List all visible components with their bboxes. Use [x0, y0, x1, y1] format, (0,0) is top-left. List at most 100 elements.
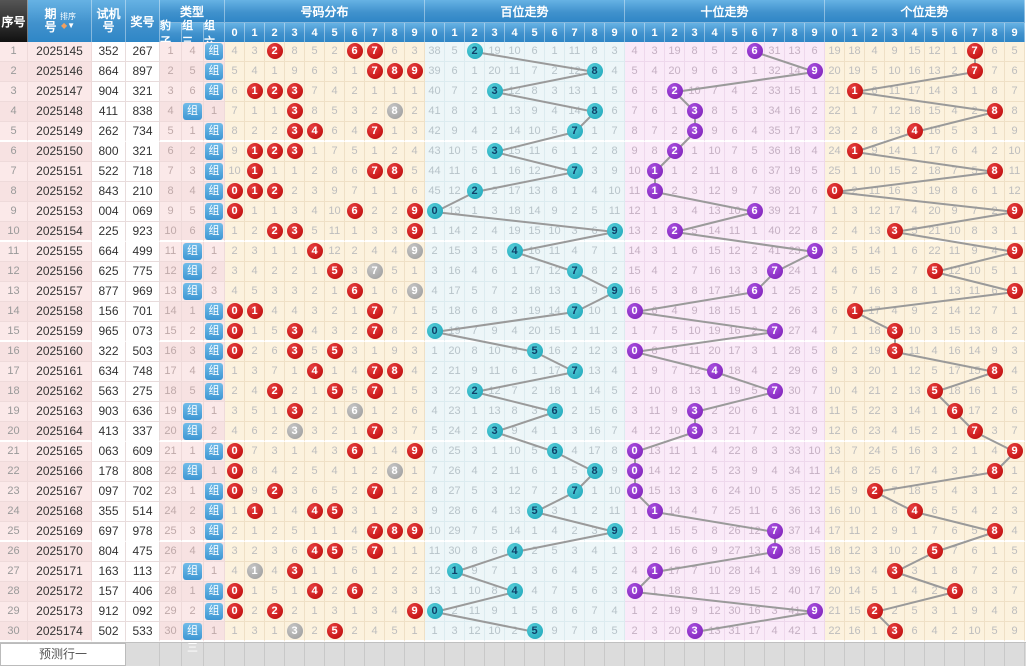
tens-trend-cell: 18: [725, 362, 745, 382]
period-cell: 2025148: [28, 102, 92, 122]
hundreds-trend-cell: 10: [545, 222, 565, 242]
hundreds-trend-cell: 3: [525, 402, 545, 422]
hundreds-trend-cell: 5: [505, 342, 525, 362]
tens-trend-cell: 1: [765, 562, 785, 582]
dist-cell: 3: [405, 342, 425, 362]
dist-cell: 5: [325, 482, 345, 502]
hundreds-trend-cell: 3: [485, 482, 505, 502]
win-number-cell: 073: [126, 322, 160, 342]
hundreds-trend-cell: 2: [545, 482, 565, 502]
units-trend-cell: 3: [845, 202, 865, 222]
tens-trend-cell: 7: [665, 362, 685, 382]
hundreds-trend-cell: 11: [605, 502, 625, 522]
zu3-cell: 6: [182, 82, 204, 102]
tens-trend-cell: 1: [745, 302, 765, 322]
test-number-cell: 563: [92, 382, 126, 402]
tens-trend-cell: 14: [785, 62, 805, 82]
units-trend-cell: 12: [965, 302, 985, 322]
baozi-miss-cell: 1: [160, 42, 182, 62]
number-circle-purple: 3: [686, 403, 703, 419]
number-circle-red: 8: [386, 163, 403, 179]
tens-trend-cell: 39: [785, 562, 805, 582]
units-trend-cell: 5: [1005, 542, 1025, 562]
tens-trend-cell: 1: [805, 262, 825, 282]
hundreds-trend-cell: 9: [605, 282, 625, 302]
number-circle-purple: 7: [766, 383, 783, 399]
units-trend-cell: 21: [825, 82, 845, 102]
tens-trend-cell: 4: [645, 262, 665, 282]
dist-cell: 1: [305, 522, 325, 542]
period-cell: 2025145: [28, 42, 92, 62]
hundreds-trend-cell: 23: [445, 402, 465, 422]
table-row: 30 2025174 502 533 30 组三 1 1 3 1 3 2 5 2 4 5 1 1 3 12 10 2 5 9 7…: [0, 622, 1026, 654]
hundreds-trend-cell: 8: [585, 262, 605, 282]
footer-cell: [425, 643, 445, 666]
dist-cell: 3: [265, 282, 285, 302]
hundreds-trend-cell: 7: [565, 302, 585, 322]
sort-asc-icon[interactable]: ◆: [60, 21, 68, 30]
units-trend-cell: 16: [845, 622, 865, 642]
hundreds-trend-cell: 3: [545, 82, 565, 102]
seq-cell: 13: [0, 282, 28, 302]
zu3-cell: 组三: [182, 402, 204, 434]
number-circle-teal: 4: [506, 243, 523, 259]
units-trend-cell: 17: [885, 202, 905, 222]
hundreds-trend-cell: 7: [425, 462, 445, 482]
hundreds-trend-cell: 7: [505, 382, 525, 402]
test-number-cell: 178: [92, 462, 126, 482]
tens-trend-cell: 16: [805, 562, 825, 582]
hundreds-trend-cell: 6: [485, 542, 505, 562]
hundreds-trend-cell: 9: [605, 222, 625, 242]
zu6-badge: 组六: [205, 223, 223, 254]
sort-desc-icon[interactable]: ▼: [67, 21, 76, 30]
zu3-badge: 组三: [183, 243, 202, 274]
number-circle-teal: 7: [566, 163, 583, 179]
dist-cell: 1: [245, 302, 265, 322]
tens-trend-cell: 9: [725, 182, 745, 202]
baozi-miss-cell: 23: [160, 482, 182, 502]
footer-cell: [405, 643, 425, 666]
dist-cell: 2: [285, 382, 305, 402]
tens-trend-cell: 1: [665, 242, 685, 262]
units-trend-cell: 9: [1005, 442, 1025, 462]
zu6-cell: 1: [204, 402, 225, 422]
period-cell: 2025168: [28, 502, 92, 522]
tens-trend-cell: 38: [765, 182, 785, 202]
win-number-cell: 514: [126, 502, 160, 522]
footer-cell: [665, 643, 685, 666]
footer-cell: [965, 643, 985, 666]
footer-cell: [305, 643, 325, 666]
units-trend-cell: 3: [885, 562, 905, 582]
sort-control[interactable]: 排序 ◆▼: [60, 12, 76, 30]
dist-cell: 1: [285, 242, 305, 262]
tens-trend-cell: 1: [805, 82, 825, 102]
hundreds-trend-cell: 4: [565, 562, 585, 582]
test-number-cell: 843: [92, 182, 126, 202]
hundreds-trend-cell: 20: [525, 322, 545, 342]
tens-trend-cell: 17: [785, 122, 805, 142]
hundreds-trend-cell: 15: [585, 402, 605, 422]
dist-cell: 4: [305, 322, 325, 342]
hundreds-trend-cell: 8: [525, 82, 545, 102]
hundreds-trend-cell: 5: [485, 522, 505, 542]
number-circle-teal: 0: [426, 603, 443, 619]
dist-cell: 2: [265, 522, 285, 542]
units-trend-cell: 7: [985, 302, 1005, 322]
number-circle-red: 3: [286, 83, 303, 99]
hundreds-trend-cell: 1: [445, 562, 465, 582]
tens-trend-cell: 7: [745, 182, 765, 202]
units-trend-cell: 8: [905, 282, 925, 302]
tens-trend-cell: 2: [645, 542, 665, 562]
hundreds-trend-cell: 1: [425, 342, 445, 362]
table-row: 252025169697978253组六21251147891029751414…: [0, 522, 1026, 554]
units-trend-cell: 7: [865, 102, 885, 122]
tens-trend-cell: 2: [665, 182, 685, 202]
dist-cell: 4: [305, 242, 325, 262]
dist-cell: 5: [265, 582, 285, 602]
dist-cell: 3: [325, 62, 345, 82]
dist-cell: 7: [365, 262, 385, 282]
dist-cell: 2: [385, 562, 405, 582]
units-trend-cell: 7: [825, 322, 845, 342]
dist-cell: 1: [345, 222, 365, 242]
win-number-cell: 503: [126, 342, 160, 362]
